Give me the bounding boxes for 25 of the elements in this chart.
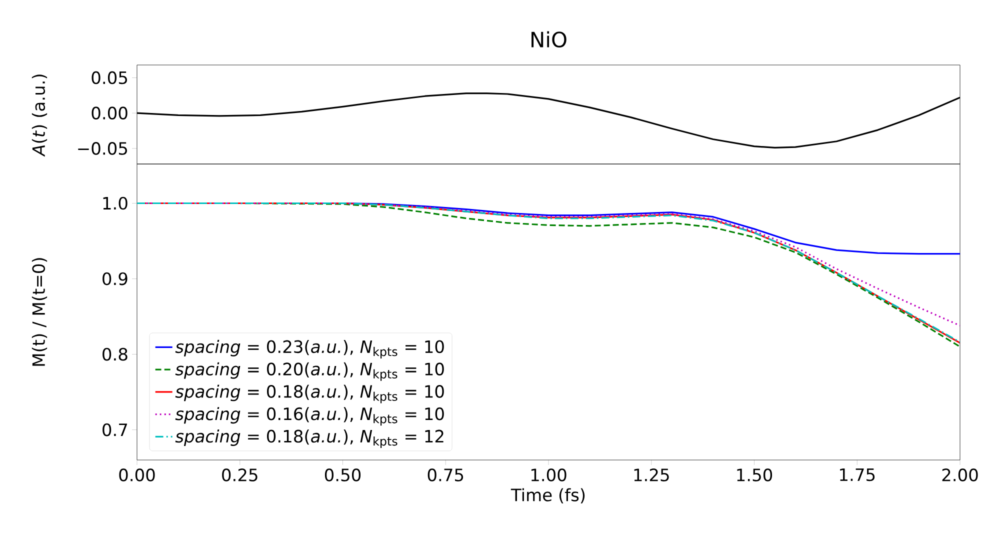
x-tick-label: 0.50 — [324, 468, 361, 482]
y-tick-label: 1.0 — [103, 196, 128, 210]
x-tick-label: 0.75 — [428, 468, 464, 482]
x-axis-title: Time (fs) — [510, 488, 585, 504]
y-tick-label: 0.9 — [102, 272, 128, 286]
y-axis-title: A(t) (a.u.) — [32, 74, 48, 157]
y-tick-label: 0.00 — [92, 106, 128, 120]
y-tick-label: 0.8 — [102, 348, 128, 361]
legend-label: spacing = 0.18(a.u.), N$_{kpts}$ = 12 — [175, 430, 444, 448]
legend-label: spacing = 0.23(a.u.), N$_{kpts}$ = 10 — [175, 340, 444, 358]
y-axis-title: M(t) / M(t=0) — [32, 258, 48, 366]
legend-label: spacing = 0.20(a.u.), N$_{kpts}$ = 10 — [175, 362, 444, 381]
chart-title: NiO — [532, 31, 566, 48]
x-tick-label: 1.25 — [634, 468, 669, 482]
x-tick-label: 0.00 — [119, 468, 155, 482]
y-tick-label: 0.7 — [102, 423, 128, 436]
x-tick-label: 1.00 — [531, 468, 566, 482]
y-tick-label: −0.05 — [78, 142, 127, 155]
y-tick-label: 0.05 — [92, 71, 127, 84]
legend-label: spacing = 0.16(a.u.), N$_{kpts}$ = 10 — [175, 407, 444, 426]
x-tick-label: 0.25 — [222, 468, 258, 482]
x-tick-label: 2.00 — [942, 468, 978, 482]
legend-label: spacing = 0.18(a.u.), N$_{kpts}$ = 10 — [175, 384, 444, 404]
x-tick-label: 1.50 — [737, 468, 772, 482]
x-tick-label: 1.75 — [840, 468, 875, 482]
